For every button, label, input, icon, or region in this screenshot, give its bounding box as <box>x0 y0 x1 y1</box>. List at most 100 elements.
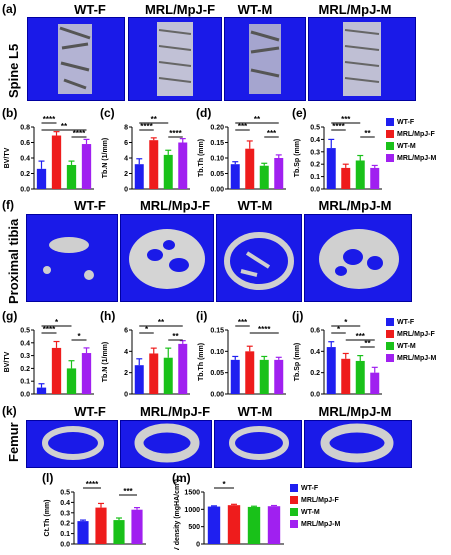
bar-MRL/MpJ-M <box>274 359 284 394</box>
legend-swatch <box>290 496 298 504</box>
y-tick-label: 0.2 <box>20 171 30 178</box>
y-axis-label: Tb.Th (mm) <box>198 139 205 177</box>
bar-WT-M <box>259 165 269 189</box>
chart-svg-g: (g)BV/TV0.00.10.20.30.40.5****** <box>2 309 94 399</box>
y-tick-label: 0.15 <box>210 140 224 147</box>
significance-label: **** <box>86 480 99 489</box>
bar-MRL/MpJ-F <box>51 135 62 189</box>
significance-label: *** <box>238 318 248 327</box>
bar-WT-F <box>230 359 240 394</box>
legend-label: WT-F <box>397 118 415 126</box>
y-tick-label: 0 <box>124 392 128 399</box>
y-tick-label: 0.3 <box>310 149 320 156</box>
chart-m: (m) BV density (mgHA/cm³) 0 500 1000 1500 * <box>170 470 288 555</box>
y-tick-label: 2 <box>124 370 128 377</box>
y-tick-label: 0.3 <box>20 353 30 360</box>
chart-svg-d: (d)Tb.Th (mm)0.000.050.100.150.20*******… <box>196 106 286 194</box>
panel-letter-d: (d) <box>196 106 211 120</box>
legend-label: WT-M <box>397 142 416 150</box>
bar-MRL/MpJ-F <box>95 507 107 544</box>
bar-MRL/MpJ-F <box>245 351 255 394</box>
bar-WT-M <box>355 160 365 189</box>
legend-3: WT-F MRL/MpJ-F WT-M MRL/MpJ-M <box>290 482 354 530</box>
y-tick-label: 0.0 <box>310 392 320 399</box>
y-tick-label: 0.5 <box>60 490 70 497</box>
tibia-image-wt-f <box>26 214 118 302</box>
panel-letter-m: (m) <box>172 471 191 485</box>
legend-swatch <box>386 354 394 362</box>
significance-label: * <box>77 332 81 341</box>
tibia-group-label-1: WT-F <box>74 198 106 213</box>
legend-swatch <box>386 330 394 338</box>
spine-image-wt-m <box>224 17 306 101</box>
spine-image-mrl-m <box>308 17 416 101</box>
significance-label: **** <box>73 129 86 138</box>
legend-swatch <box>386 342 394 350</box>
y-axis-label: Tb.N (1/mm) <box>102 342 109 382</box>
tibia-group-label-3: WT-M <box>237 198 273 213</box>
panel-letter-c: (c) <box>100 106 115 120</box>
legend-swatch <box>290 484 298 492</box>
bar-MRL/MpJ-M <box>370 372 380 394</box>
y-tick-label: 0.15 <box>210 328 224 335</box>
bar-WT-F <box>134 164 144 189</box>
bar-WT-F <box>326 148 336 189</box>
tibia-image-wt-m <box>216 214 302 302</box>
tibia-label: Proximal tibia <box>6 218 21 304</box>
femur-group-label-4: MRL/MpJ-M <box>318 404 392 419</box>
legend-swatch <box>386 154 394 162</box>
legend-label: MRL/MpJ-M <box>397 354 437 362</box>
y-tick-label: 0.8 <box>20 125 30 132</box>
y-tick-label: 0.3 <box>60 510 70 517</box>
significance-label: *** <box>356 332 366 341</box>
y-tick-label: 1500 <box>184 490 200 497</box>
tibia-image-mrl-f <box>120 214 214 302</box>
y-tick-label: 0.4 <box>310 349 320 356</box>
significance-label: * <box>337 325 341 334</box>
y-tick-label: 0.6 <box>310 328 320 335</box>
bar-WT-F <box>36 387 47 394</box>
y-tick-label: 0.2 <box>20 366 30 373</box>
y-tick-label: 4 <box>124 349 128 356</box>
y-tick-label: 0.2 <box>310 162 320 169</box>
panel-letter-k: (k) <box>2 404 17 418</box>
bar-MRL/MpJ-M <box>81 144 92 189</box>
spine-image-mrl-f <box>128 17 222 101</box>
chart-svg-l: (l)Ct.Th (mm)0.00.10.20.30.40.5******* <box>42 471 146 549</box>
y-tick-label: 0.1 <box>20 379 30 386</box>
significance-label: * <box>344 318 348 327</box>
chart-b: (b) BV/TV 0.0 0.2 0.4 0.6 0.8 **** ** **** <box>0 105 98 195</box>
bar-WT-F <box>134 365 144 394</box>
y-tick-label: 0.00 <box>210 187 224 194</box>
bar-MRL/MpJ-F <box>51 347 62 394</box>
significance-label: ** <box>61 122 68 131</box>
y-tick-label: 0.0 <box>20 392 30 399</box>
y-tick-label: 0.4 <box>20 156 30 163</box>
spine-label: Spine L5 <box>6 43 21 98</box>
panel-letter-h: (h) <box>100 309 115 323</box>
panel-letter-a: (a) <box>2 2 17 16</box>
spine-group-label-1: WT-F <box>74 2 106 17</box>
femur-image-wt-m <box>214 420 302 468</box>
chart-c: (c) Tb.N (1/mm) 0 2 4 6 8 ** **** **** <box>98 105 194 195</box>
femur-image-mrl-m <box>304 420 412 468</box>
bar-MRL/MpJ-M <box>370 167 380 189</box>
bar-MRL/MpJ-F <box>341 358 351 394</box>
legend-label: WT-M <box>301 508 320 516</box>
y-tick-label: 0.20 <box>210 125 224 132</box>
bar-MRL/MpJ-M <box>131 509 143 544</box>
y-tick-label: 0.10 <box>210 156 224 163</box>
tibia-image-mrl-m <box>304 214 412 302</box>
bar-MRL/MpJ-F <box>341 167 351 189</box>
bar-WT-M <box>247 506 261 544</box>
significance-label: *** <box>341 115 351 124</box>
significance-label: ** <box>158 318 165 327</box>
chart-d: (d) Tb.Th (mm) 0.00 0.05 0.10 0.15 0.20 ** *** **… <box>194 105 290 195</box>
panel-letter-g: (g) <box>2 309 17 323</box>
legend-swatch <box>290 520 298 528</box>
bar-MRL/MpJ-F <box>149 353 159 394</box>
significance-label: ** <box>364 339 371 348</box>
y-tick-label: 0.4 <box>310 137 320 144</box>
